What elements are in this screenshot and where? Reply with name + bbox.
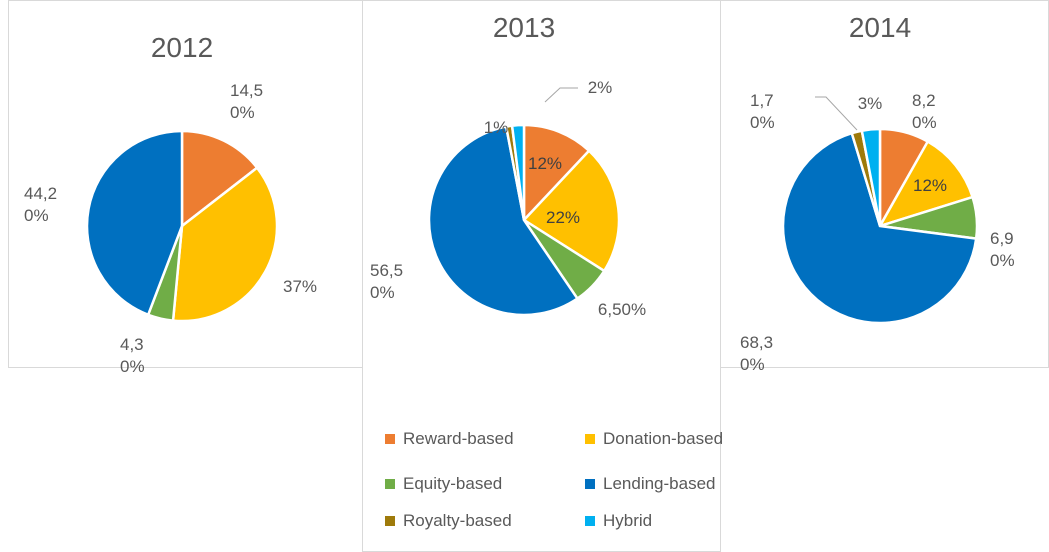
data-label: 56,50% bbox=[370, 261, 404, 302]
legend-label: Donation-based bbox=[603, 429, 724, 448]
data-label: 68,30% bbox=[740, 333, 774, 374]
pie-slice bbox=[171, 166, 279, 323]
legend-label: Hybrid bbox=[603, 511, 653, 530]
data-label: 14,50% bbox=[230, 81, 264, 122]
legend-swatch bbox=[385, 434, 395, 444]
data-label: 4,30% bbox=[120, 335, 145, 376]
data-label: 37% bbox=[282, 277, 318, 296]
data-label: 6,90% bbox=[990, 229, 1015, 270]
legend-entry: Reward-based bbox=[385, 429, 514, 449]
legend-entry: Equity-based bbox=[385, 474, 502, 494]
legend-label: Royalty-based bbox=[403, 511, 512, 530]
pie-slice bbox=[877, 139, 975, 229]
legend-swatch bbox=[585, 516, 595, 526]
leader-line bbox=[544, 87, 578, 103]
legend-swatch bbox=[385, 516, 395, 526]
legend-swatch bbox=[585, 479, 595, 489]
data-label: 6,50% bbox=[597, 300, 647, 319]
data-label: 22% bbox=[545, 208, 581, 227]
chart-title: 2012 bbox=[150, 32, 214, 63]
legend-swatch bbox=[385, 479, 395, 489]
pie-slice bbox=[510, 123, 526, 221]
pie-slice bbox=[860, 127, 882, 227]
chart-title: 2013 bbox=[492, 12, 556, 43]
pie-slice bbox=[427, 125, 580, 317]
legend-entry: Donation-based bbox=[585, 429, 723, 449]
pie-slice bbox=[85, 129, 184, 317]
pie-slice bbox=[522, 148, 621, 273]
chart-title: 2014 bbox=[848, 12, 912, 43]
pie-slice bbox=[781, 131, 978, 325]
data-label: 1% bbox=[483, 118, 509, 137]
pie-slice bbox=[522, 123, 591, 224]
data-label: 12% bbox=[527, 154, 563, 173]
legend-entry: Lending-based bbox=[585, 474, 715, 494]
legend-label: Equity-based bbox=[403, 474, 503, 493]
legend-swatch bbox=[585, 434, 595, 444]
legend-entry: Hybrid bbox=[585, 511, 652, 531]
legend-label: Lending-based bbox=[603, 474, 716, 493]
pie-slice bbox=[180, 129, 259, 229]
legend-label: Reward-based bbox=[403, 429, 514, 448]
data-label: 3% bbox=[857, 94, 883, 113]
data-label: 8,20% bbox=[912, 91, 937, 132]
leader-line bbox=[815, 96, 858, 131]
data-label: 1,70% bbox=[750, 91, 775, 132]
data-label: 44,20% bbox=[24, 184, 58, 225]
data-label: 12% bbox=[912, 176, 948, 195]
data-label: 2% bbox=[587, 78, 613, 97]
legend-entry: Royalty-based bbox=[385, 511, 512, 531]
